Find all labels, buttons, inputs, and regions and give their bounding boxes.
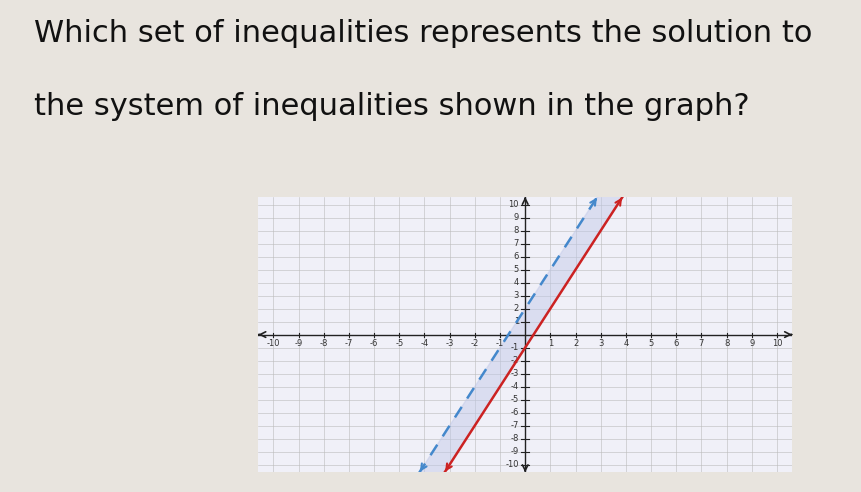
Text: 2: 2 <box>573 339 579 348</box>
Text: -4: -4 <box>511 382 519 391</box>
Text: -7: -7 <box>511 421 519 430</box>
Text: 7: 7 <box>699 339 704 348</box>
Text: 5: 5 <box>514 265 519 274</box>
Text: -7: -7 <box>344 339 353 348</box>
Text: 3: 3 <box>513 291 519 300</box>
Text: -2: -2 <box>471 339 479 348</box>
Text: -6: -6 <box>370 339 378 348</box>
Text: 9: 9 <box>514 213 519 222</box>
Text: -8: -8 <box>319 339 328 348</box>
Text: -10: -10 <box>267 339 280 348</box>
Text: -8: -8 <box>511 434 519 443</box>
Text: 3: 3 <box>598 339 604 348</box>
Text: 7: 7 <box>513 239 519 248</box>
Text: -10: -10 <box>505 460 519 469</box>
Text: -4: -4 <box>420 339 429 348</box>
Text: 4: 4 <box>623 339 629 348</box>
Text: 10: 10 <box>771 339 783 348</box>
Text: 5: 5 <box>648 339 653 348</box>
Text: -5: -5 <box>395 339 404 348</box>
Text: -1: -1 <box>511 343 519 352</box>
Text: 1: 1 <box>548 339 553 348</box>
Text: -5: -5 <box>511 395 519 404</box>
Text: the system of inequalities shown in the graph?: the system of inequalities shown in the … <box>34 92 750 121</box>
Text: 8: 8 <box>724 339 729 348</box>
Text: 1: 1 <box>514 317 519 326</box>
Text: -3: -3 <box>511 369 519 378</box>
Text: -9: -9 <box>294 339 303 348</box>
Text: 10: 10 <box>508 200 519 209</box>
Text: -6: -6 <box>511 408 519 417</box>
Text: -9: -9 <box>511 447 519 456</box>
Text: -2: -2 <box>511 356 519 365</box>
Text: 6: 6 <box>513 252 519 261</box>
Text: 4: 4 <box>514 278 519 287</box>
Text: Which set of inequalities represents the solution to: Which set of inequalities represents the… <box>34 19 812 48</box>
Text: 9: 9 <box>749 339 754 348</box>
Text: 6: 6 <box>673 339 679 348</box>
Text: -3: -3 <box>445 339 454 348</box>
Text: 8: 8 <box>513 226 519 235</box>
Text: 2: 2 <box>514 304 519 313</box>
Text: -1: -1 <box>496 339 505 348</box>
